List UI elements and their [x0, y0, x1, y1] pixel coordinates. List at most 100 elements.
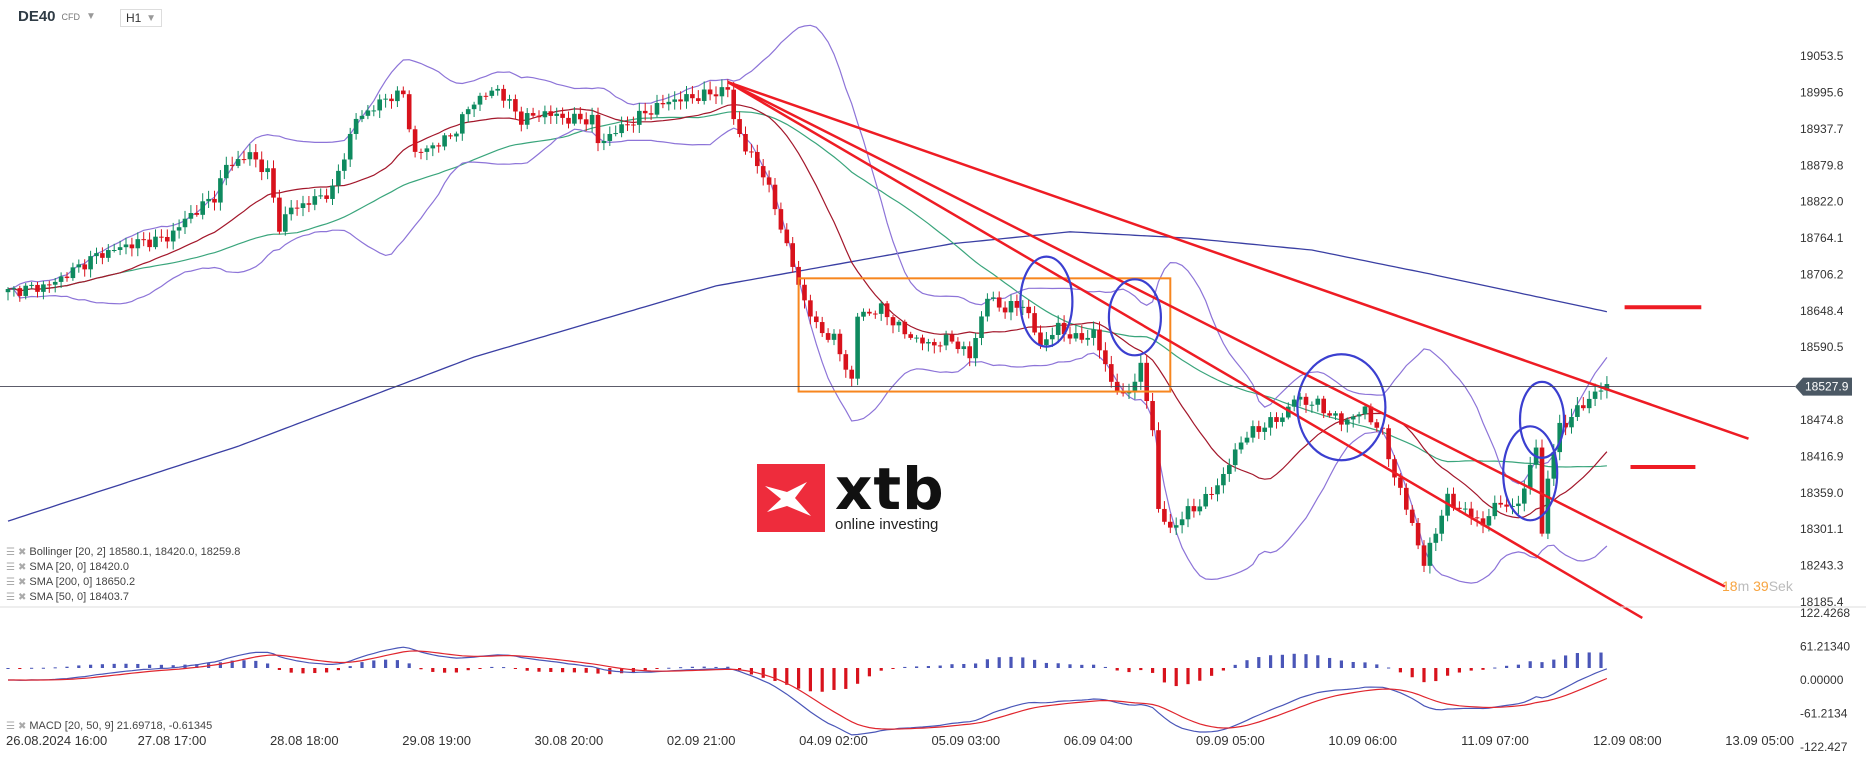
candle-body — [595, 114, 601, 144]
candle — [11, 286, 17, 297]
candle-body — [1374, 422, 1380, 428]
trendline — [727, 81, 1643, 620]
candle-body — [955, 341, 961, 350]
candle-body — [949, 334, 955, 342]
caret-down-icon[interactable]: ▼ — [86, 11, 96, 22]
candle-body — [76, 264, 82, 268]
symbol-selector[interactable]: DE40 CFD ▼ — [18, 8, 96, 25]
candle-body — [106, 250, 111, 258]
candle — [536, 110, 542, 123]
candle-body — [1409, 509, 1415, 524]
macd-histogram-bar — [1068, 664, 1072, 668]
candle — [920, 334, 925, 351]
candle — [418, 148, 424, 160]
menu-icon[interactable]: ☰ — [6, 562, 15, 573]
legend-sma20: ☰ ✖ SMA [20, 0] 18420.0 — [6, 560, 240, 575]
candle-body — [560, 113, 565, 118]
candle-body — [182, 218, 188, 228]
macd-histogram-bar — [395, 660, 399, 668]
macd-histogram-bar — [1422, 668, 1426, 683]
candle — [861, 308, 866, 321]
macd-histogram-bar — [962, 663, 966, 668]
candle — [1362, 403, 1368, 420]
candle — [1280, 412, 1285, 427]
price-tick-label: 18416.9 — [1800, 449, 1844, 463]
candle-body — [52, 281, 58, 285]
trendline — [727, 80, 1749, 440]
candle-body — [1474, 517, 1480, 519]
candle-body — [135, 239, 141, 249]
candle-body — [1209, 493, 1214, 495]
close-icon[interactable]: ✖ — [17, 720, 27, 732]
candle-body — [294, 207, 300, 209]
candle-body — [194, 213, 200, 215]
candle-body — [1185, 506, 1191, 520]
candle — [1008, 294, 1014, 321]
candle — [442, 133, 447, 151]
macd-histogram-bar — [372, 660, 376, 668]
candle — [306, 195, 312, 213]
macd-histogram-bar — [384, 659, 388, 668]
close-icon[interactable]: ✖ — [17, 577, 27, 588]
candle — [690, 85, 695, 104]
macd-histogram-bar — [1398, 668, 1402, 673]
candle-body — [265, 168, 270, 173]
macd-histogram-bar — [1139, 668, 1143, 671]
macd-histogram-bar — [714, 666, 718, 668]
macd-histogram-bar — [655, 668, 659, 669]
candle-body — [1492, 502, 1498, 517]
candle-body — [725, 87, 731, 90]
candle-body — [170, 230, 176, 242]
candle-body — [212, 198, 217, 203]
macd-histogram-bar — [1103, 666, 1107, 668]
candle-body — [117, 247, 123, 250]
close-icon[interactable]: ✖ — [17, 547, 27, 558]
candle — [389, 94, 394, 109]
candle — [755, 144, 760, 174]
candle-body — [17, 288, 23, 296]
macd-histogram-bar — [1599, 652, 1603, 668]
candle-body — [64, 276, 70, 279]
candle — [1232, 443, 1238, 472]
close-icon[interactable]: ✖ — [17, 592, 27, 603]
legend-text: SMA [200, 0] 18650.2 — [29, 576, 136, 588]
macd-histogram-bar — [1210, 668, 1214, 676]
candle-body — [1333, 413, 1338, 416]
candle-body — [873, 313, 878, 315]
candle — [696, 90, 701, 104]
candle-body — [1309, 404, 1315, 406]
menu-icon[interactable]: ☰ — [6, 577, 15, 588]
candle — [507, 94, 512, 109]
candle-body — [259, 159, 264, 173]
candle — [802, 278, 807, 309]
candle — [884, 300, 890, 326]
candle-body — [1486, 516, 1492, 526]
candle — [5, 287, 11, 301]
candle-body — [1510, 506, 1515, 508]
timeframe-select[interactable]: H1 ▼ — [120, 9, 162, 27]
candle-body — [200, 201, 205, 215]
candle — [1032, 306, 1037, 336]
candle — [347, 127, 353, 167]
macd-tick-label: -122.427 — [1800, 740, 1848, 754]
macd-histogram-bar — [1575, 653, 1579, 668]
macd-histogram-bar — [1304, 654, 1308, 668]
menu-icon[interactable]: ☰ — [6, 547, 15, 558]
macd-histogram-bar — [1033, 659, 1037, 668]
candle — [1586, 390, 1592, 414]
candle — [412, 125, 418, 158]
candle-body — [318, 195, 323, 197]
candle — [176, 219, 182, 239]
menu-icon[interactable]: ☰ — [6, 720, 15, 732]
candle — [1575, 397, 1580, 421]
candle — [1268, 412, 1273, 436]
candle — [212, 190, 217, 211]
close-icon[interactable]: ✖ — [17, 562, 27, 573]
candle-body — [1227, 465, 1232, 474]
menu-icon[interactable]: ☰ — [6, 592, 15, 603]
candle — [1244, 431, 1250, 445]
candle — [1415, 518, 1421, 550]
candle-body — [914, 337, 919, 339]
macd-histogram-bar — [266, 663, 270, 668]
